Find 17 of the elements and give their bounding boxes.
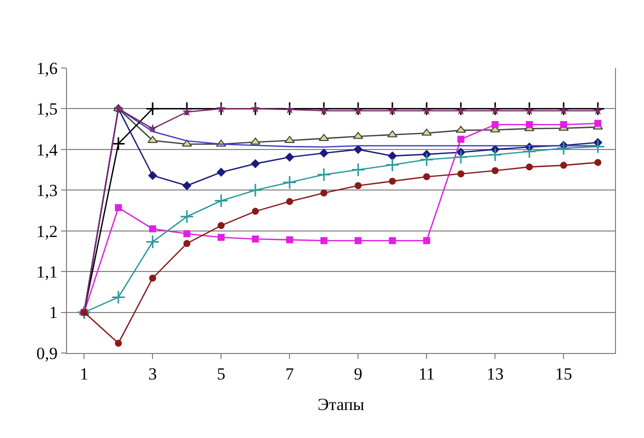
y-tick-label: 1,1 [36, 262, 58, 282]
x-tick-label: 11 [418, 364, 435, 384]
y-tick-label: 1,4 [36, 140, 58, 160]
x-tick-label: 1 [80, 364, 88, 384]
x-tick-label: 13 [486, 364, 504, 384]
y-tick-label: 1,5 [36, 100, 58, 119]
x-tick-label: 9 [354, 364, 362, 384]
y-tick-label: 1,6 [36, 58, 58, 78]
x-tick-label: 3 [148, 364, 157, 384]
x-axis-title: Этапы [318, 394, 365, 414]
x-tick-label: 15 [555, 364, 572, 384]
x-tick-label: 7 [285, 364, 294, 384]
y-tick-label: 1 [49, 303, 58, 322]
x-tick-label: 5 [216, 364, 226, 384]
y-tick-label: 1,3 [36, 181, 58, 200]
y-tick-label: 0,9 [36, 344, 58, 363]
y-tick-label: 1,2 [36, 222, 58, 241]
